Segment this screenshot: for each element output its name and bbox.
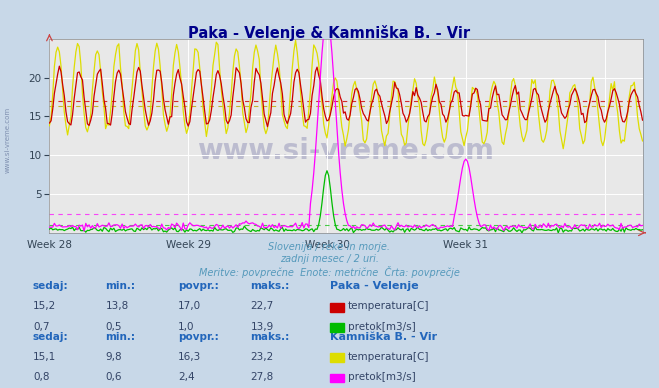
- Text: povpr.:: povpr.:: [178, 281, 219, 291]
- Text: zadnji mesec / 2 uri.: zadnji mesec / 2 uri.: [280, 254, 379, 264]
- Text: pretok[m3/s]: pretok[m3/s]: [348, 372, 416, 382]
- Text: 0,6: 0,6: [105, 372, 122, 382]
- Text: povpr.:: povpr.:: [178, 332, 219, 342]
- Text: maks.:: maks.:: [250, 332, 290, 342]
- Text: 1,0: 1,0: [178, 322, 194, 332]
- Text: Kamniška B. - Vir: Kamniška B. - Vir: [330, 332, 437, 342]
- Text: 13,9: 13,9: [250, 322, 273, 332]
- Text: min.:: min.:: [105, 281, 136, 291]
- Text: 17,0: 17,0: [178, 301, 201, 312]
- Text: 2,4: 2,4: [178, 372, 194, 382]
- Text: Slovenija / reke in morje.: Slovenija / reke in morje.: [268, 242, 391, 253]
- Text: 15,1: 15,1: [33, 352, 56, 362]
- Text: 23,2: 23,2: [250, 352, 273, 362]
- Text: 16,3: 16,3: [178, 352, 201, 362]
- Text: temperatura[C]: temperatura[C]: [348, 352, 430, 362]
- Text: 0,5: 0,5: [105, 322, 122, 332]
- Text: www.si-vreme.com: www.si-vreme.com: [5, 107, 11, 173]
- Text: 15,2: 15,2: [33, 301, 56, 312]
- Text: 0,7: 0,7: [33, 322, 49, 332]
- Text: sedaj:: sedaj:: [33, 332, 69, 342]
- Text: pretok[m3/s]: pretok[m3/s]: [348, 322, 416, 332]
- Text: 9,8: 9,8: [105, 352, 122, 362]
- Text: temperatura[C]: temperatura[C]: [348, 301, 430, 312]
- Text: 27,8: 27,8: [250, 372, 273, 382]
- Text: 13,8: 13,8: [105, 301, 129, 312]
- Text: maks.:: maks.:: [250, 281, 290, 291]
- Text: min.:: min.:: [105, 332, 136, 342]
- Text: 0,8: 0,8: [33, 372, 49, 382]
- Text: www.si-vreme.com: www.si-vreme.com: [198, 137, 494, 165]
- Text: 22,7: 22,7: [250, 301, 273, 312]
- Text: Meritve: povprečne  Enote: metrične  Črta: povprečje: Meritve: povprečne Enote: metrične Črta:…: [199, 266, 460, 278]
- Text: sedaj:: sedaj:: [33, 281, 69, 291]
- Text: Paka - Velenje & Kamniška B. - Vir: Paka - Velenje & Kamniška B. - Vir: [188, 25, 471, 41]
- Text: Paka - Velenje: Paka - Velenje: [330, 281, 418, 291]
